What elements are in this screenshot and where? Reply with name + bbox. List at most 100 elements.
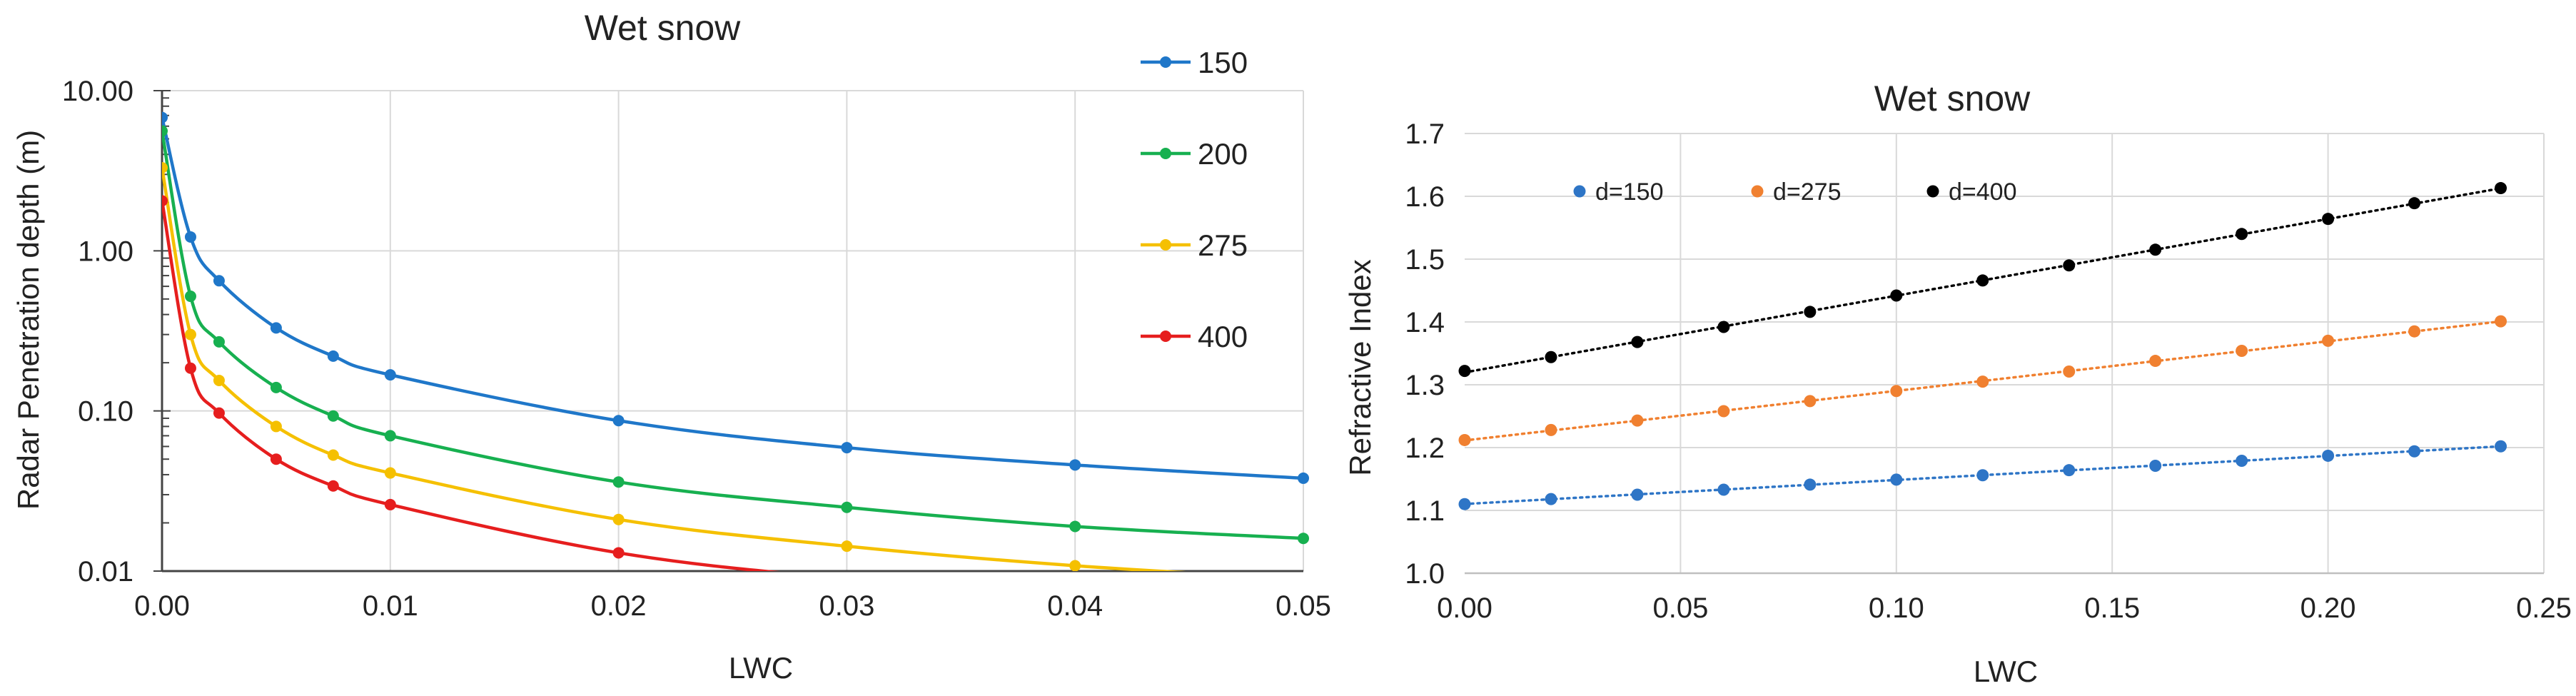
data-point xyxy=(1976,274,1989,287)
data-point xyxy=(2149,355,2162,368)
x-tick-label: 0.05 xyxy=(1652,592,1708,624)
data-point xyxy=(2495,182,2507,195)
data-point xyxy=(213,407,225,419)
data-point xyxy=(2063,365,2076,378)
legend-marker xyxy=(1160,331,1171,342)
data-point xyxy=(162,195,168,207)
legend-label: 200 xyxy=(1198,137,1248,171)
chart-title: Wet snow xyxy=(585,8,741,48)
x-tick-label: 0.02 xyxy=(591,590,647,622)
legend-label: 150 xyxy=(1198,46,1248,79)
series-line xyxy=(162,167,1186,571)
series-275 xyxy=(162,162,1186,571)
data-point xyxy=(841,540,853,553)
legend-marker xyxy=(1573,185,1586,198)
legend: 150 200 275 400 xyxy=(1141,46,1248,353)
y-tick-label: 1.00 xyxy=(78,236,133,267)
x-tick-label: 0.20 xyxy=(2300,592,2356,624)
data-point xyxy=(1717,321,1730,333)
legend-label: 400 xyxy=(1198,320,1248,353)
data-point xyxy=(213,374,225,386)
data-point xyxy=(384,498,396,510)
data-point xyxy=(270,322,282,334)
x-tick-label: 0.10 xyxy=(1869,592,1924,624)
data-point xyxy=(612,476,625,488)
data-point xyxy=(184,231,196,243)
data-point xyxy=(1804,395,1817,408)
data-point xyxy=(1976,469,1989,482)
data-point xyxy=(1069,560,1081,571)
data-point xyxy=(2408,445,2421,458)
data-point xyxy=(2495,440,2507,453)
data-point xyxy=(2063,464,2076,477)
x-axis-label: LWC xyxy=(1974,655,2038,688)
y-axis-label: Radar Penetration depth (m) xyxy=(11,130,45,510)
series-line xyxy=(162,117,1304,480)
legend-label: d=400 xyxy=(1949,178,2017,206)
tick-labels: 1.0 1.1 1.2 1.3 1.4 1.5 1.6 1.7 0.00 0.05 0.10 0.15… xyxy=(1405,118,2572,624)
data-point xyxy=(162,162,168,174)
data-point xyxy=(1458,433,1471,446)
legend-label: d=150 xyxy=(1595,178,1664,206)
data-point xyxy=(1890,473,1903,486)
data-point xyxy=(1890,385,1903,398)
data-point xyxy=(1298,533,1309,545)
data-point xyxy=(1717,483,1730,496)
data-point xyxy=(1631,488,1644,501)
grid xyxy=(1465,133,2545,573)
series-400 xyxy=(162,195,779,571)
data-point xyxy=(213,336,225,348)
data-point xyxy=(327,449,339,461)
y-tick-label: 1.6 xyxy=(1405,181,1445,213)
y-tick-label: 1.4 xyxy=(1405,307,1445,338)
data-point xyxy=(2495,315,2507,328)
data-point xyxy=(1804,306,1817,318)
data-point xyxy=(1458,498,1471,510)
data-point xyxy=(327,410,339,422)
y-tick-label: 1.0 xyxy=(1405,558,1445,590)
data-point xyxy=(1545,423,1557,436)
x-tick-label: 0.04 xyxy=(1047,590,1103,622)
legend-label: 275 xyxy=(1198,228,1248,262)
data-point xyxy=(270,381,282,393)
data-point xyxy=(2322,213,2335,226)
series-150 xyxy=(162,111,1309,484)
series-d=400 xyxy=(1458,182,2507,378)
data-point xyxy=(1804,478,1817,491)
grid xyxy=(162,90,1304,572)
data-point xyxy=(2408,197,2421,210)
y-tick-label: 0.10 xyxy=(78,396,133,428)
data-point xyxy=(162,111,168,123)
data-point xyxy=(2149,243,2162,256)
y-tick-label: 1.3 xyxy=(1405,370,1445,401)
data-point xyxy=(2408,325,2421,338)
data-point xyxy=(2236,454,2248,467)
x-tick-label: 0.25 xyxy=(2516,592,2572,624)
data-point xyxy=(184,362,196,374)
legend-marker xyxy=(1926,185,1939,198)
data-point xyxy=(841,501,853,513)
y-tick-label: 10.00 xyxy=(62,76,133,107)
x-axis-label: LWC xyxy=(729,651,793,685)
data-point xyxy=(2063,259,2076,272)
data-point xyxy=(327,480,339,492)
data-point xyxy=(1717,405,1730,418)
series-200 xyxy=(162,125,1309,545)
data-point xyxy=(1976,375,1989,388)
y-axis-label: Refractive Index xyxy=(1343,259,1377,475)
x-tick-label: 0.15 xyxy=(2084,592,2140,624)
data-point xyxy=(2236,228,2248,241)
data-point xyxy=(1458,365,1471,378)
data-point xyxy=(384,467,396,479)
y-tick-label: 0.01 xyxy=(78,556,133,587)
series xyxy=(162,111,1309,571)
data-point xyxy=(2236,344,2248,357)
chart-title: Wet snow xyxy=(1874,79,2031,118)
data-point xyxy=(384,369,396,381)
series-line xyxy=(162,201,779,571)
legend-label: d=275 xyxy=(1773,178,1842,206)
data-point xyxy=(2322,449,2335,462)
data-point xyxy=(1545,350,1557,363)
data-point xyxy=(1298,472,1309,484)
